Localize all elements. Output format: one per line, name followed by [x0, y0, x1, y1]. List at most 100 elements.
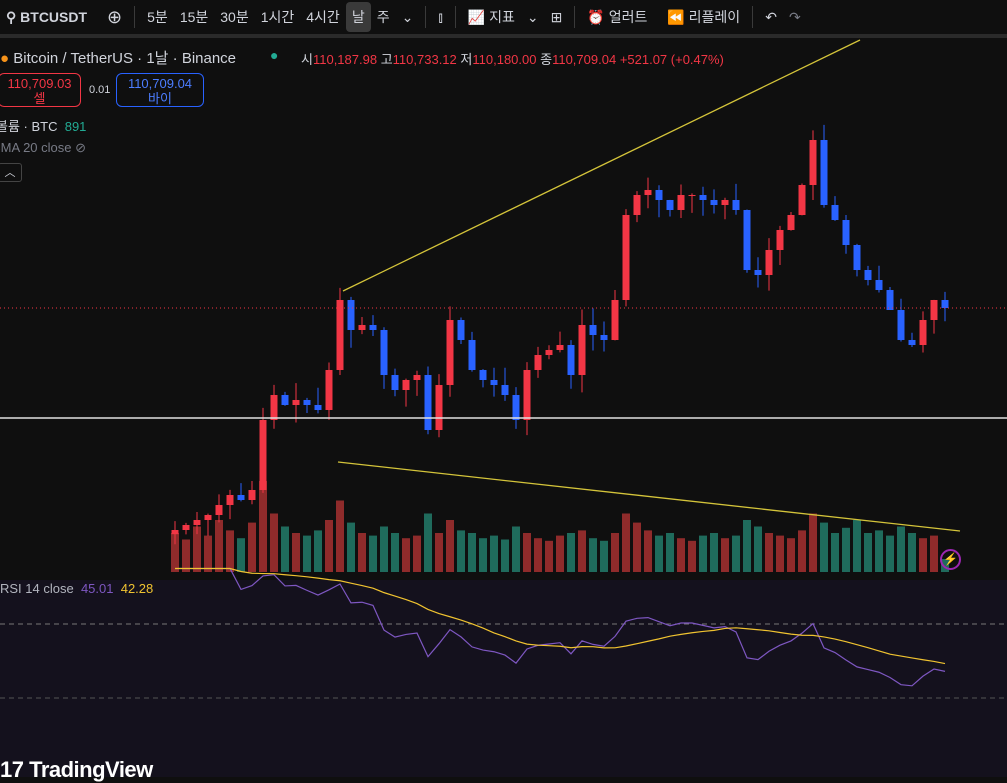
- candle-body: [380, 330, 388, 375]
- rsi-pane-background: [0, 580, 1007, 777]
- candle-body: [908, 340, 916, 345]
- candle-body: [600, 335, 608, 340]
- buy-button[interactable]: 110,709.04 바이: [116, 73, 204, 107]
- alert-button[interactable]: ⏰ 얼러트: [581, 2, 653, 32]
- candle-body: [644, 190, 652, 195]
- candle-body: [886, 290, 894, 310]
- redo-button[interactable]: ↷: [783, 2, 807, 32]
- candle: [622, 209, 630, 307]
- volume-bar: [490, 535, 498, 572]
- upper-trendline[interactable]: [342, 39, 861, 292]
- sell-button[interactable]: 110,709.03 셀: [0, 73, 81, 107]
- candle-body: [424, 375, 432, 430]
- symbol-search[interactable]: ⚲ BTCUSDT: [0, 2, 93, 32]
- candle-body: [567, 345, 575, 375]
- lower-trendline[interactable]: [337, 461, 961, 532]
- candle-body: [655, 190, 663, 200]
- candle-body: [325, 370, 333, 410]
- candle-body: [831, 205, 839, 220]
- candle: [875, 265, 883, 293]
- volume-bar: [193, 526, 201, 572]
- candle-body: [710, 200, 718, 205]
- candle-body: [171, 530, 179, 535]
- volume-bar: [919, 538, 927, 572]
- volume-bar: [842, 527, 850, 572]
- candle-body: [292, 400, 300, 405]
- candle: [215, 494, 223, 523]
- volume-bar: [347, 522, 355, 572]
- candle: [787, 211, 795, 231]
- indicators-button[interactable]: 📈 지표: [462, 2, 521, 32]
- candles-icon: ⫾: [438, 8, 443, 25]
- rsi-value: 45.01: [80, 581, 114, 596]
- undo-icon: ↶: [765, 8, 777, 25]
- volume-bar: [622, 513, 630, 572]
- candle-body: [303, 400, 311, 405]
- candle-body: [677, 195, 685, 210]
- volume-bar: [468, 533, 476, 572]
- volume-bars: [171, 481, 949, 572]
- divider: [454, 6, 456, 28]
- high-label: 고: [380, 52, 393, 67]
- eye-off-icon[interactable]: ⊘: [75, 140, 87, 155]
- candle-body: [556, 345, 564, 350]
- candle: [809, 130, 817, 200]
- candle-body: [369, 325, 377, 330]
- candle: [930, 299, 938, 334]
- chart-canvas[interactable]: [0, 38, 1007, 777]
- candle: [842, 214, 850, 254]
- candle: [479, 369, 487, 388]
- alarm-clock-icon: ⏰: [587, 8, 609, 25]
- replay-button[interactable]: ⏪ 리플레이: [661, 2, 746, 32]
- interval-4h[interactable]: 4시간: [306, 9, 340, 25]
- interval-30m[interactable]: 30분: [220, 9, 249, 25]
- collapse-legend-button[interactable]: ︿: [0, 163, 22, 182]
- rsi-legend[interactable]: RSI 14 close 45.01 42.28: [0, 581, 153, 596]
- candle-body: [523, 370, 531, 420]
- candle: [325, 362, 333, 420]
- undo-button[interactable]: ↶: [759, 2, 783, 32]
- candle: [831, 196, 839, 221]
- candle: [886, 287, 894, 311]
- sma-legend[interactable]: SMA 20 close ⊘: [0, 140, 86, 156]
- candle-body: [776, 230, 784, 250]
- volume-bar: [644, 530, 652, 572]
- volume-legend[interactable]: 볼륨 · BTC 891: [0, 116, 86, 135]
- candle: [358, 316, 366, 335]
- candle-body: [336, 300, 344, 370]
- candle-body: [512, 395, 520, 420]
- candle-body: [479, 370, 487, 380]
- volume-bar: [809, 513, 817, 572]
- interval-15m[interactable]: 15분: [179, 9, 209, 25]
- interval-5m[interactable]: 5분: [147, 9, 168, 25]
- compare-button[interactable]: ⊕: [101, 2, 128, 32]
- plus-circle-icon: ⊕: [107, 6, 123, 27]
- interval-dropdown[interactable]: ⌄: [396, 2, 420, 32]
- rewind-icon: ⏪: [667, 8, 689, 25]
- chart-type-button[interactable]: ⫾: [432, 2, 448, 32]
- layouts-button[interactable]: ⊞: [545, 2, 569, 32]
- volume-bar: [710, 533, 718, 572]
- interval-1d[interactable]: 날: [345, 2, 371, 32]
- candle-body: [446, 320, 454, 385]
- volume-bar: [259, 481, 267, 572]
- candle-body: [589, 325, 597, 335]
- interval-1h[interactable]: 1시간: [260, 9, 295, 25]
- candle: [281, 391, 289, 406]
- lightning-icon[interactable]: ⚡: [940, 549, 961, 570]
- tradingview-logo[interactable]: 17 TradingView: [0, 757, 153, 783]
- volume-bar: [655, 535, 663, 572]
- indicators-dropdown[interactable]: ⌄: [521, 2, 545, 32]
- volume-bar: [435, 533, 443, 572]
- candle-body: [699, 195, 707, 200]
- candle: [699, 186, 707, 216]
- market-status-dot[interactable]: ●: [270, 47, 279, 63]
- candle-body: [633, 195, 641, 215]
- logo-text: TradingView: [29, 757, 153, 782]
- candle: [446, 306, 454, 397]
- interval-1w[interactable]: 주: [376, 9, 390, 25]
- volume-bar: [820, 522, 828, 572]
- indicators-icon: 📈: [467, 8, 490, 25]
- candle: [655, 185, 663, 218]
- change-value: +521.07 (+0.47%): [619, 52, 724, 67]
